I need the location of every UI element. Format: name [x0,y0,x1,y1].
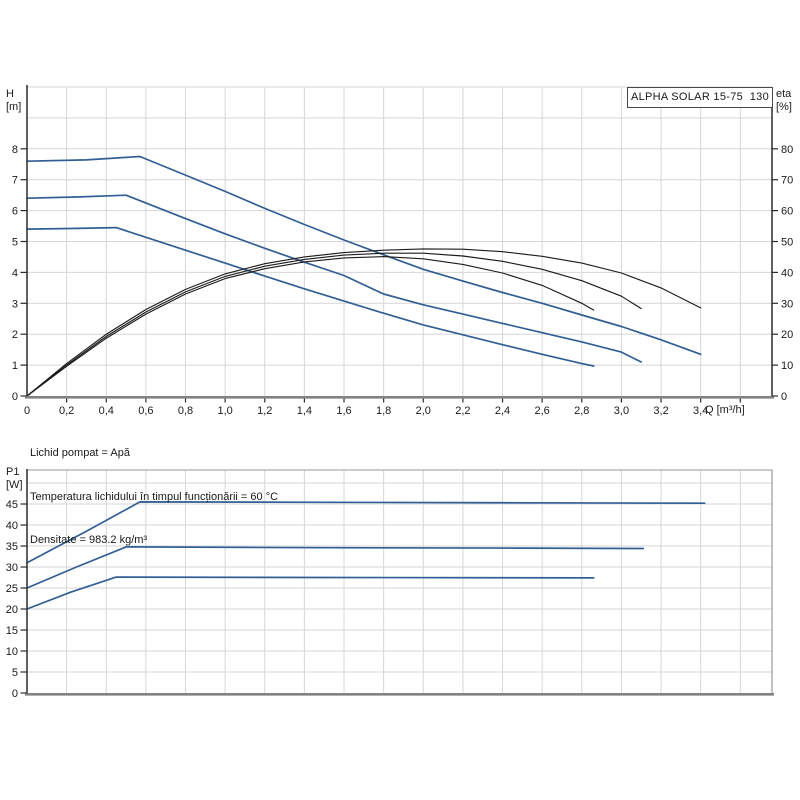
tick-label: 1,0 [217,405,232,417]
tick-label: 10 [781,360,793,372]
h-axis-unit: [m] [6,101,22,113]
tick-label: 2,2 [455,405,470,417]
eta-axis-unit: [%] [776,101,792,113]
head-curve-speed-3 [26,155,702,356]
p1-axis-label: P1 [W] [6,466,30,492]
tick-label: 1,6 [336,405,351,417]
tick-label: 1,4 [297,405,312,417]
p1-axis-symbol: P1 [6,466,20,478]
eta-axis-label: eta [%] [776,88,800,114]
top-chart-curves [26,155,702,397]
tick-label: 0,6 [138,405,153,417]
bottom-chart-grid [27,470,772,693]
h-axis-symbol: H [6,88,14,100]
eta-curve-speed-1 [26,256,595,397]
tick-label: 20 [6,604,18,616]
head-curve-speed-2 [26,194,643,363]
tick-label: 60 [781,206,793,218]
tick-label: 0,4 [99,405,114,417]
tick-label: 15 [6,625,18,637]
tick-label: 25 [6,583,18,595]
tick-label: 5 [12,667,18,679]
tick-label: 80 [781,144,793,156]
tick-label: 3,2 [653,405,668,417]
tick-label: 6 [12,206,18,218]
tick-label: 10 [6,646,18,658]
info-line-density: Densitate = 983.2 kg/m³ [30,534,148,546]
tick-label: 35 [6,541,18,553]
info-line-temperature: Temperatura lichidului în timpul funcțio… [30,490,279,503]
bottom-chart-axes [25,469,774,696]
tick-label: 1 [12,360,18,372]
tick-label: 4 [12,267,18,279]
tick-label: 2,0 [416,405,431,417]
tick-label: 0 [12,391,18,403]
tick-label: 40 [781,267,793,279]
eta-curve-speed-2 [26,252,642,397]
power-curve-speed-3 [26,501,706,564]
power-curve-speed-1 [26,576,595,610]
tick-label: 0 [12,688,18,700]
top-chart-axes [25,85,774,399]
tick-label: 0,8 [178,405,193,417]
tick-label: 7 [12,175,18,187]
tick-label: 70 [781,175,793,187]
bottom-chart-ticks: 0 5 10 15 20 25 30 35 40 45 [6,499,27,700]
info-line-liquid: Lichid pompat = Apă [30,447,130,459]
tick-label: 0 [781,391,787,403]
tick-label: 3,0 [614,405,629,417]
tick-label: 1,8 [376,405,391,417]
tick-label: 2,4 [495,405,510,417]
tick-label: 20 [781,329,793,341]
tick-label: 1,2 [257,405,272,417]
power-curve-speed-2 [26,546,645,589]
tick-label: 5 [12,237,18,249]
tick-label: 0,2 [59,405,74,417]
bottom-chart-curves [26,501,706,610]
p1-axis-unit: [W] [6,479,23,491]
q-axis-label: Q [m³/h] [705,404,745,416]
tick-label: 30 [6,562,18,574]
tick-label: 3 [12,298,18,310]
tick-label: 3,4 [693,405,708,417]
pump-title-box: ALPHA SOLAR 15-75 130 [627,87,773,108]
eta-axis-symbol: eta [776,88,792,100]
tick-label: 8 [12,144,18,156]
h-axis-label: H [m] [6,88,30,114]
head-curve-speed-1 [26,226,595,367]
tick-label: 2,8 [574,405,589,417]
top-chart-grid [27,86,772,396]
tick-label: 45 [6,499,18,511]
tick-label: 50 [781,237,793,249]
tick-label: 30 [781,298,793,310]
tick-label: 40 [6,520,18,532]
liquid-info-block: Lichid pompat = Apă Temperatura lichidul… [30,417,278,577]
tick-label: 2,6 [535,405,550,417]
eta-curve-speed-3 [26,248,702,397]
tick-label: 2 [12,329,18,341]
tick-label: 0 [24,405,30,417]
